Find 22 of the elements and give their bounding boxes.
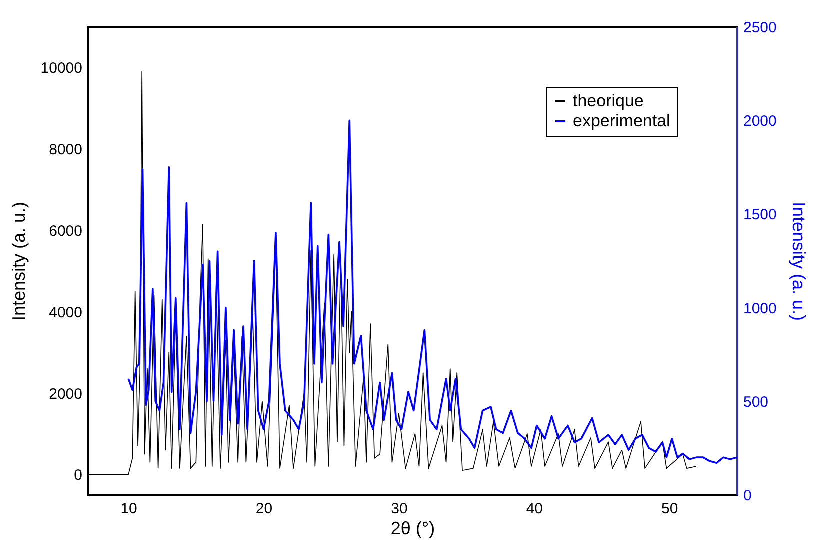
y2-tick-label: 1000 bbox=[744, 300, 777, 318]
y2-axis-title: Intensity (a. u.) bbox=[788, 202, 809, 322]
y2-tick-label: 0 bbox=[744, 488, 752, 504]
x-tick-label: 30 bbox=[391, 500, 408, 518]
y-tick-label: 8000 bbox=[49, 142, 82, 159]
y-tick-label: 6000 bbox=[49, 222, 82, 240]
y2-tick-label: 2000 bbox=[744, 113, 777, 130]
x-tick-label: 20 bbox=[256, 500, 273, 518]
y-axis-title: Intensity (a. u.) bbox=[8, 202, 29, 322]
x-tick-label: 10 bbox=[120, 500, 138, 518]
x-tick-label: 50 bbox=[662, 500, 678, 518]
legend-label: theorique bbox=[573, 92, 644, 110]
y2-tick-label: 2500 bbox=[744, 20, 777, 36]
x-axis-title: 2θ (°) bbox=[390, 518, 436, 538]
y2-tick-label: 500 bbox=[744, 394, 769, 411]
y-tick-label: 4000 bbox=[49, 304, 82, 322]
legend-label: experimental bbox=[573, 112, 670, 130]
y-tick-label: 10000 bbox=[40, 60, 82, 78]
y-tick-label: 0 bbox=[74, 467, 82, 484]
y-tick-label: 2000 bbox=[49, 386, 82, 403]
y2-tick-label: 1500 bbox=[744, 206, 777, 224]
x-tick-label: 40 bbox=[526, 500, 544, 518]
